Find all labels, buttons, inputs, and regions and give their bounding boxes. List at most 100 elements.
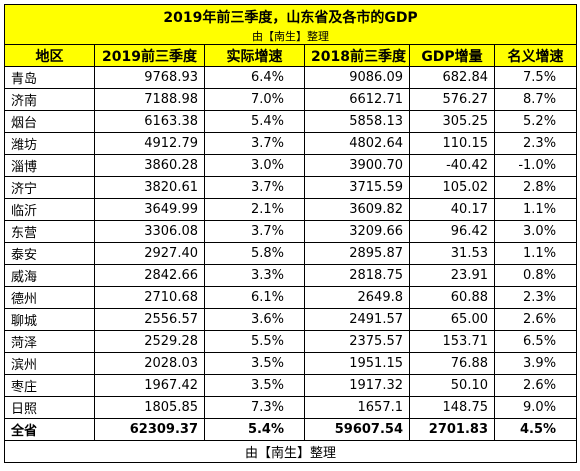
cell: 聊城 [4, 308, 95, 331]
cell: 5.2% [493, 110, 578, 133]
cell: 1967.42 [94, 374, 205, 397]
cell: 7188.98 [94, 88, 205, 111]
cell: 682.84 [409, 66, 495, 89]
cell: 2.1% [204, 198, 305, 221]
cell: 青岛 [4, 66, 95, 89]
cell: 3306.08 [94, 220, 205, 243]
data-row: 日照 1805.85 7.3% 1657.1 148.75 9.0% [4, 396, 578, 419]
data-row: 威海 2842.66 3.3% 2818.75 23.91 0.8% [4, 264, 578, 287]
cell: 2701.83 [409, 418, 495, 441]
cell: 3.5% [204, 374, 305, 397]
cell: 威海 [4, 264, 95, 287]
cell: 9.0% [493, 396, 578, 419]
cell: 2.3% [493, 286, 578, 309]
data-row: 德州 2710.68 6.1% 2649.8 60.88 2.3% [4, 286, 578, 309]
data-row: 烟台 6163.38 5.4% 5858.13 305.25 5.2% [4, 110, 578, 133]
cell: 2491.57 [304, 308, 410, 331]
data-row: 潍坊 4912.79 3.7% 4802.64 110.15 2.3% [4, 132, 578, 155]
data-row: 济宁 3820.61 3.7% 3715.59 105.02 2.8% [4, 176, 578, 199]
cell: 6.5% [493, 330, 578, 353]
cell: 60.88 [409, 286, 495, 309]
cell: 62309.37 [94, 418, 205, 441]
cell: 菏泽 [4, 330, 95, 353]
cell: 2.8% [493, 176, 578, 199]
cell: 96.42 [409, 220, 495, 243]
data-row: 泰安 2927.40 5.8% 2895.87 31.53 1.1% [4, 242, 578, 265]
column-header: 实际增速 [204, 44, 305, 67]
cell: 3209.66 [304, 220, 410, 243]
cell: 3.6% [204, 308, 305, 331]
cell: 潍坊 [4, 132, 95, 155]
cell: 滨州 [4, 352, 95, 375]
cell: -40.42 [409, 154, 495, 177]
cell: 153.71 [409, 330, 495, 353]
cell: 3715.59 [304, 176, 410, 199]
data-row: 东营 3306.08 3.7% 3209.66 96.42 3.0% [4, 220, 578, 243]
cell: 2895.87 [304, 242, 410, 265]
table-body: 2019年前三季度，山东省及各市的GDP 由【南生】整理 地区 2019前三季度实… [3, 4, 578, 463]
cell: 济宁 [4, 176, 95, 199]
cell: 5.8% [204, 242, 305, 265]
cell: -1.0% [493, 154, 578, 177]
cell: 4.5% [493, 418, 578, 441]
cell: 2.6% [493, 308, 578, 331]
cell: 1.1% [493, 242, 578, 265]
cell: 1.1% [493, 198, 578, 221]
cell: 6.1% [204, 286, 305, 309]
cell: 5858.13 [304, 110, 410, 133]
cell: 6612.71 [304, 88, 410, 111]
cell: 0.8% [493, 264, 578, 287]
cell: 50.10 [409, 374, 495, 397]
column-header: 2019前三季度 [94, 44, 205, 67]
cell: 3.0% [493, 220, 578, 243]
cell: 31.53 [409, 242, 495, 265]
data-row: 聊城 2556.57 3.6% 2491.57 65.00 2.6% [4, 308, 578, 331]
footer: 由【南生】整理 [3, 440, 578, 463]
cell: 3.3% [204, 264, 305, 287]
cell: 泰安 [4, 242, 95, 265]
column-header: 2018前三季度 [304, 44, 410, 67]
cell: 5.4% [204, 110, 305, 133]
column-header: 地区 [4, 44, 95, 67]
cell: 305.25 [409, 110, 495, 133]
cell: 9768.93 [94, 66, 205, 89]
cell: 3.5% [204, 352, 305, 375]
cell: 5.5% [204, 330, 305, 353]
cell: 7.0% [204, 88, 305, 111]
cell: 23.91 [409, 264, 495, 287]
cell: 2.3% [493, 132, 578, 155]
cell: 7.3% [204, 396, 305, 419]
cell: 临沂 [4, 198, 95, 221]
data-row: 枣庄 1967.42 3.5% 1917.32 50.10 2.6% [4, 374, 578, 397]
cell: 东营 [4, 220, 95, 243]
cell: 3649.99 [94, 198, 205, 221]
data-row: 淄博 3860.28 3.0% 3900.70 -40.42 -1.0% [4, 154, 578, 177]
data-row: 临沂 3649.99 2.1% 3609.82 40.17 1.1% [4, 198, 578, 221]
subtitle-row: 由【南生】整理 [3, 28, 578, 45]
title: 2019年前三季度，山东省及各市的GDP [3, 4, 578, 28]
cell: 3.9% [493, 352, 578, 375]
cell: 7.5% [493, 66, 578, 89]
cell: 淄博 [4, 154, 95, 177]
cell: 3609.82 [304, 198, 410, 221]
cell: 3.7% [204, 176, 305, 199]
data-row: 济南 7188.98 7.0% 6612.71 576.27 8.7% [4, 88, 578, 111]
cell: 110.15 [409, 132, 495, 155]
cell: 1951.15 [304, 352, 410, 375]
column-header: GDP增量 [409, 44, 495, 67]
cell: 3.7% [204, 220, 305, 243]
cell: 德州 [4, 286, 95, 309]
cell: 2556.57 [94, 308, 205, 331]
cell: 105.02 [409, 176, 495, 199]
cell: 3900.70 [304, 154, 410, 177]
data-row: 青岛 9768.93 6.4% 9086.09 682.84 7.5% [4, 66, 578, 89]
cell: 3.0% [204, 154, 305, 177]
cell: 日照 [4, 396, 95, 419]
title-row: 2019年前三季度，山东省及各市的GDP [3, 4, 578, 28]
cell: 2529.28 [94, 330, 205, 353]
cell: 2375.57 [304, 330, 410, 353]
cell: 1805.85 [94, 396, 205, 419]
cell: 2927.40 [94, 242, 205, 265]
cell: 3820.61 [94, 176, 205, 199]
